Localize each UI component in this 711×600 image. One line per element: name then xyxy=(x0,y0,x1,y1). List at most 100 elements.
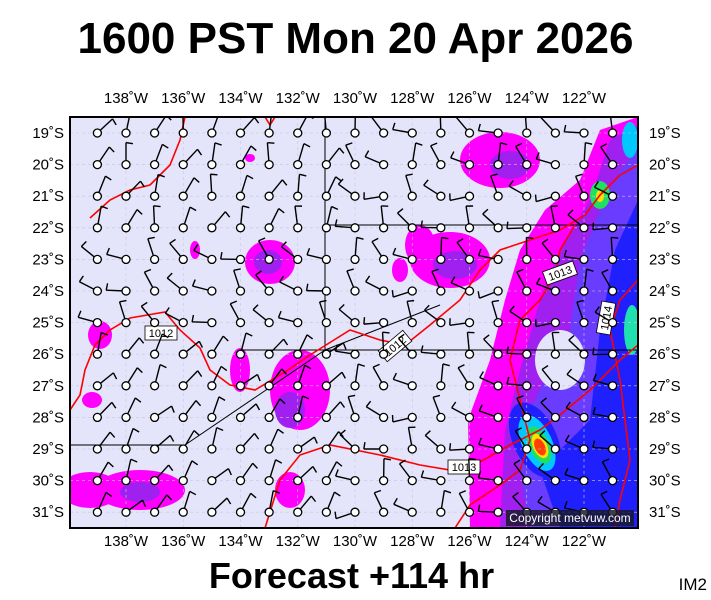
wind-barb xyxy=(321,461,343,486)
station-circle xyxy=(350,349,360,359)
station-circle xyxy=(264,128,274,138)
wind-barb xyxy=(293,436,318,454)
station-circle xyxy=(207,286,217,296)
station-circle xyxy=(378,381,389,391)
wind-barb xyxy=(490,173,503,201)
station-circle xyxy=(350,507,360,517)
wind-barb xyxy=(92,118,117,138)
wind-barb xyxy=(506,346,532,359)
wind-barb xyxy=(235,373,261,391)
rain-area xyxy=(120,482,160,502)
station-circle xyxy=(321,286,332,296)
wind-barb xyxy=(378,457,391,486)
station-circle xyxy=(407,507,417,517)
wind-barb xyxy=(264,490,281,517)
wind-barb xyxy=(450,276,475,296)
station-circle xyxy=(378,444,389,454)
station-circle xyxy=(579,444,589,454)
wind-barb xyxy=(277,310,303,328)
lat-label-right: 22˚S xyxy=(649,220,681,237)
wind-barb xyxy=(233,268,246,296)
wind-barb xyxy=(169,238,188,265)
lon-label-top: 128˚W xyxy=(390,90,435,107)
station-circle xyxy=(378,254,389,265)
wind-barb xyxy=(420,220,446,233)
station-circle xyxy=(92,223,103,233)
wind-barb xyxy=(235,145,257,170)
wind-barb xyxy=(514,427,532,454)
station-circle xyxy=(378,223,389,233)
lon-label-top: 130˚W xyxy=(333,90,378,107)
lon-label-top: 136˚W xyxy=(161,90,206,107)
wind-barb xyxy=(477,123,503,138)
lat-label-left: 29˚S xyxy=(32,441,64,458)
station-circle xyxy=(149,128,160,138)
station-circle xyxy=(207,128,217,138)
wind-barb xyxy=(264,179,288,201)
wind-barb xyxy=(166,272,188,296)
station-circle xyxy=(579,159,589,170)
axis-ticks: 138˚W 138˚W 136˚W 136˚W 134˚W 134˚W 132˚W 132˚W… xyxy=(32,90,680,550)
wind-barb xyxy=(143,268,160,296)
station-circle xyxy=(293,191,303,201)
station-circle xyxy=(293,317,303,328)
lon-label-bottom: 124˚W xyxy=(505,533,550,550)
station-circle xyxy=(493,381,503,391)
wind-barb xyxy=(536,277,561,296)
station-circle xyxy=(293,159,303,170)
wind-barb xyxy=(118,299,131,328)
station-circle xyxy=(321,475,332,486)
station-circle xyxy=(579,128,589,138)
wind-barb xyxy=(345,142,360,170)
station-circle xyxy=(121,349,131,359)
station-circle xyxy=(607,444,618,454)
wind-barb xyxy=(574,173,589,201)
wind-barb xyxy=(455,117,475,138)
wind-barb xyxy=(592,440,618,454)
rain-core xyxy=(624,305,638,355)
station-circle xyxy=(407,286,417,296)
station-circle xyxy=(321,412,332,423)
wind-barb xyxy=(334,469,360,486)
station-circle xyxy=(149,412,160,423)
lon-label-top: 132˚W xyxy=(276,90,321,107)
wind-barb xyxy=(178,400,202,423)
wind-barb xyxy=(293,143,311,170)
station-circle xyxy=(464,381,475,391)
wind-barb xyxy=(522,117,532,138)
lat-label-right: 30˚S xyxy=(649,473,681,490)
station-circle xyxy=(293,349,303,359)
wind-barb xyxy=(600,143,618,170)
station-circle xyxy=(550,159,561,170)
wind-barb xyxy=(149,205,161,233)
station-circle xyxy=(436,286,446,296)
station-circle xyxy=(607,412,618,423)
station-circle xyxy=(207,159,217,170)
wind-barb xyxy=(392,372,417,391)
lat-label-left: 21˚S xyxy=(32,188,64,205)
station-circle xyxy=(522,381,532,391)
wind-barb xyxy=(229,300,246,328)
wind-barb xyxy=(535,152,561,170)
station-circle xyxy=(235,159,246,170)
lat-label-left: 30˚S xyxy=(32,473,64,490)
wind-barb xyxy=(378,331,390,359)
rain-area xyxy=(245,154,255,162)
wind-barb xyxy=(279,275,303,296)
station-circle xyxy=(264,475,274,486)
wind-barb xyxy=(235,432,260,454)
wind-barb xyxy=(92,491,113,517)
wind-barb xyxy=(346,268,360,296)
station-circle xyxy=(350,286,360,296)
station-circle xyxy=(464,223,475,233)
wind-barb xyxy=(235,332,253,359)
wind-barb xyxy=(436,489,452,517)
lat-label-left: 28˚S xyxy=(32,409,64,426)
station-circle xyxy=(264,254,274,265)
wind-barb xyxy=(509,305,532,328)
rain-core xyxy=(622,122,638,158)
wind-barb xyxy=(149,434,175,454)
wind-barb xyxy=(92,331,108,359)
wind-barb xyxy=(451,401,475,423)
